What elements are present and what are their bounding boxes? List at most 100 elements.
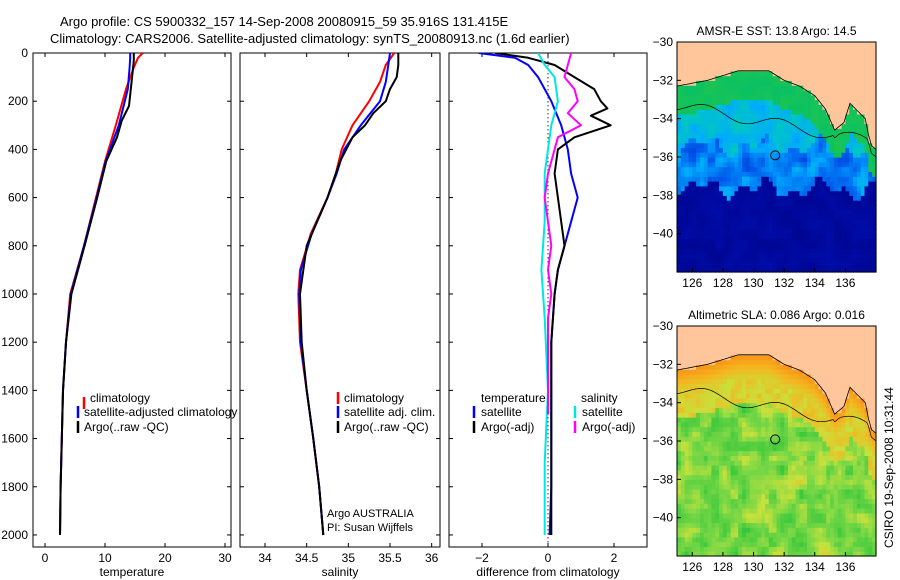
map-cell (734, 243, 739, 249)
map-cell (772, 99, 778, 105)
map-cell (749, 233, 755, 240)
map-cell (814, 460, 820, 466)
map-cell (856, 373, 862, 380)
map-cell (726, 388, 732, 394)
map-cell (700, 209, 705, 216)
map-cell (830, 335, 835, 341)
map-cell (696, 262, 701, 268)
map-cell (692, 99, 697, 105)
map-cell (688, 383, 693, 389)
map-cell (853, 369, 858, 375)
map-cell (734, 171, 739, 177)
map-cell (830, 185, 835, 192)
map-cell (772, 267, 778, 273)
map-cell (845, 508, 850, 514)
map-cell (742, 488, 747, 495)
map-cell (795, 262, 800, 268)
map-cell (830, 89, 835, 96)
map-cell (738, 388, 743, 394)
map-cell (826, 431, 831, 437)
map-cell (795, 359, 800, 365)
map-cell (757, 75, 762, 81)
map-cell (845, 517, 850, 524)
map-cell (761, 233, 766, 240)
map-cell (703, 66, 709, 72)
map-cell (853, 551, 858, 557)
map-cell (715, 147, 720, 153)
map-cell (822, 142, 827, 148)
map-cell (703, 512, 709, 519)
map-cell (738, 137, 743, 144)
map-cell (784, 474, 789, 480)
map-cell (692, 133, 697, 139)
map-cell (742, 441, 747, 447)
map-cell (872, 238, 877, 244)
map-cell (677, 70, 682, 77)
map-cell (795, 185, 800, 192)
map-cell (788, 455, 793, 461)
map-cell (849, 61, 854, 67)
map-cell (761, 388, 766, 394)
map-cell (845, 488, 850, 495)
map-cell (864, 190, 869, 196)
map-cell (780, 488, 785, 495)
map-cell (814, 517, 820, 524)
map-cell (768, 431, 774, 437)
map-cell (818, 541, 823, 547)
map-cell (684, 185, 690, 192)
map-cell (722, 484, 728, 490)
map-cell (730, 181, 735, 187)
map-cell (765, 252, 770, 259)
map-cell (677, 402, 682, 409)
map-cell (860, 94, 866, 101)
map-cell (719, 484, 724, 490)
map-cell (700, 204, 705, 211)
map-cell (788, 474, 793, 480)
map-cell (688, 94, 693, 101)
map-cell (856, 345, 862, 351)
map-cell (807, 536, 812, 543)
map-cell (688, 388, 693, 394)
map-cell (730, 137, 735, 144)
map-cell (677, 61, 682, 67)
map-cell (810, 436, 816, 442)
map-cell (688, 340, 693, 346)
map-cell (722, 536, 728, 543)
map-cell (845, 51, 850, 57)
map-cell (765, 142, 770, 148)
map-cell (837, 214, 843, 220)
map-cell (853, 262, 858, 268)
map-cell (761, 133, 766, 139)
map-cell (826, 378, 831, 385)
map-cell (807, 407, 812, 413)
map-cell (807, 262, 812, 268)
map-cell (822, 402, 827, 409)
map-cell (791, 426, 797, 432)
map-cell (715, 541, 720, 547)
map-cell (684, 133, 690, 139)
map-cell (788, 340, 793, 346)
map-cell (833, 532, 839, 538)
map-cell (742, 479, 747, 485)
map-cell (726, 465, 732, 471)
map-cell (722, 166, 728, 172)
x-tick-label: 2 (611, 551, 618, 565)
map-cell (719, 546, 724, 552)
map-cell (692, 522, 697, 528)
map-cell (837, 551, 843, 557)
map-cell (780, 373, 785, 380)
map-cell (807, 200, 812, 206)
map-cell (791, 75, 797, 81)
map-cell (688, 75, 693, 81)
map-cell (856, 161, 862, 168)
map-cell (803, 46, 808, 53)
map-cell (757, 200, 762, 206)
map-cell (749, 142, 755, 148)
map-cell (688, 46, 693, 53)
map-cell (780, 527, 785, 533)
map-cell (761, 257, 766, 263)
map-cell (707, 330, 712, 337)
map-cell (822, 350, 827, 356)
map-cell (810, 152, 816, 158)
map-cell (795, 190, 800, 196)
